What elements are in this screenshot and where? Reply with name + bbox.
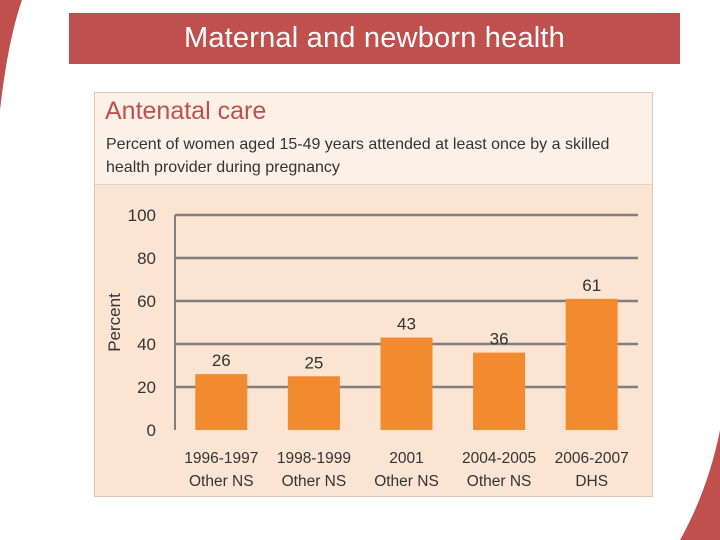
x-tick-label-secondary: Other NS bbox=[467, 473, 532, 490]
bar-value-label: 25 bbox=[304, 353, 323, 372]
bar-value-label: 43 bbox=[397, 315, 416, 334]
y-tick-label: 80 bbox=[137, 249, 156, 268]
x-tick-label: 2001 bbox=[389, 450, 423, 467]
bar bbox=[380, 337, 433, 430]
chart-header: Antenatal care Percent of women aged 15-… bbox=[95, 93, 652, 185]
bar-value-label: 26 bbox=[212, 351, 231, 370]
y-tick-label: 20 bbox=[137, 378, 156, 397]
slide-corner-decoration bbox=[0, 0, 22, 110]
x-tick-label: 2006-2007 bbox=[555, 450, 629, 467]
bar-value-label: 61 bbox=[582, 276, 601, 295]
y-axis-label: Percent bbox=[105, 293, 124, 352]
x-tick-label-secondary: Other NS bbox=[374, 473, 439, 490]
bar bbox=[287, 376, 340, 430]
y-tick-label: 0 bbox=[147, 421, 156, 440]
chart-subtitle: Percent of women aged 15-49 years attend… bbox=[106, 136, 610, 176]
y-tick-label: 60 bbox=[137, 292, 156, 311]
x-tick-label-secondary: Other NS bbox=[189, 473, 254, 490]
x-tick-label: 2004-2005 bbox=[462, 450, 536, 467]
x-tick-label: 1996-1997 bbox=[184, 450, 258, 467]
slide-title-bar: Maternal and newborn health bbox=[69, 13, 680, 64]
bar bbox=[565, 298, 618, 430]
x-tick-label: 1998-1999 bbox=[277, 450, 351, 467]
chart-panel: Antenatal care Percent of women aged 15-… bbox=[94, 92, 653, 497]
x-tick-label-secondary: Other NS bbox=[282, 473, 347, 490]
chart-title: Antenatal care bbox=[105, 97, 267, 125]
bar bbox=[195, 374, 248, 430]
y-tick-label: 100 bbox=[128, 206, 156, 225]
bar bbox=[473, 352, 526, 430]
bar-chart: 0 20 40 60 80 100 Percent 26 1996-1997 Other NS 25… bbox=[105, 206, 638, 490]
x-tick-label-secondary: DHS bbox=[575, 473, 608, 490]
y-tick-label: 40 bbox=[137, 335, 156, 354]
slide-title: Maternal and newborn health bbox=[183, 22, 566, 54]
slide-corner-decoration-bottom bbox=[680, 430, 720, 540]
bar-value-label: 36 bbox=[490, 330, 509, 349]
